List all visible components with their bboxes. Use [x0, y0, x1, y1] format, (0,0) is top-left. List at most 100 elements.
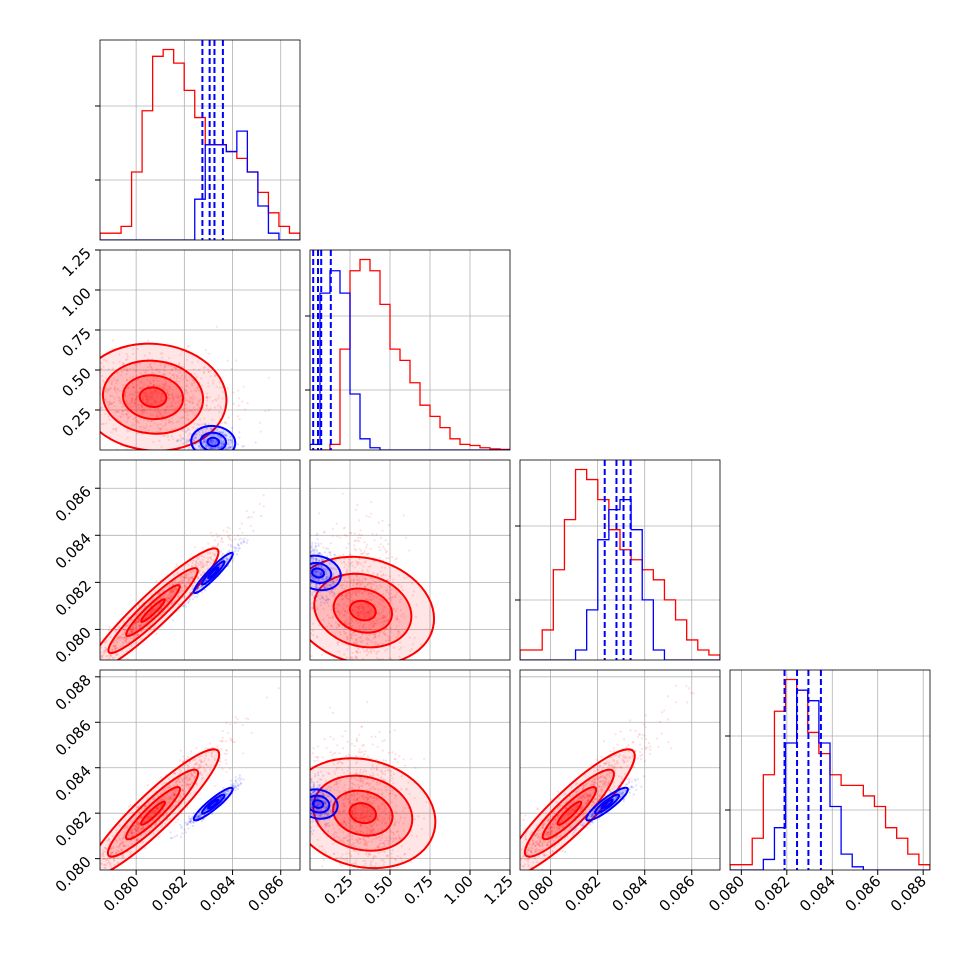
red-point [371, 625, 374, 628]
red-point [351, 561, 354, 564]
red-point [236, 415, 240, 418]
red-point [199, 771, 202, 774]
red-point [218, 386, 222, 389]
red-point [170, 602, 173, 605]
red-point [386, 542, 390, 546]
red-point [258, 502, 262, 506]
red-point [176, 375, 179, 378]
red-point [102, 652, 105, 655]
red-point [149, 392, 152, 395]
red-point [184, 398, 187, 402]
red-point [331, 616, 335, 619]
red-point [105, 847, 109, 850]
red-point [228, 534, 231, 537]
red-point [378, 580, 381, 584]
red-point [176, 380, 179, 383]
red-point [342, 527, 345, 530]
red-point [131, 629, 134, 632]
blue-point [324, 599, 328, 602]
red-point [345, 622, 349, 626]
blue-point [323, 561, 326, 564]
red-point [175, 780, 178, 783]
red-point [372, 619, 375, 623]
blue-point [311, 575, 314, 579]
red-point [211, 746, 214, 749]
red-point [366, 654, 369, 657]
blue-point [169, 831, 172, 834]
blue-point [326, 601, 329, 604]
red-point [97, 860, 99, 862]
red-point [160, 395, 163, 398]
red-point [310, 655, 313, 658]
blue-point [319, 604, 322, 607]
blue-point [184, 605, 188, 608]
red-point [163, 794, 166, 797]
red-point [332, 665, 334, 667]
red-point [160, 393, 164, 396]
red-point [129, 829, 132, 832]
red-point [359, 583, 363, 586]
red-point [197, 401, 200, 404]
red-point [191, 569, 194, 572]
red-point [130, 630, 133, 633]
red-point [125, 420, 128, 424]
red-point [207, 542, 210, 545]
red-point [367, 611, 370, 614]
red-point [158, 411, 161, 414]
red-point [378, 583, 381, 587]
red-point [199, 758, 202, 762]
red-point [215, 532, 218, 536]
red-point [140, 816, 143, 820]
red-point [356, 562, 359, 565]
red-point [337, 640, 340, 644]
red-point [162, 384, 166, 387]
red-point [209, 369, 213, 372]
red-point [205, 404, 208, 407]
red-point [370, 500, 373, 504]
blue-point [321, 559, 324, 562]
red-point [174, 427, 177, 430]
red-point [338, 610, 341, 613]
red-point [184, 773, 187, 777]
red-point [156, 409, 160, 413]
red-point [196, 562, 200, 565]
red-point [157, 799, 160, 803]
red-point [178, 581, 182, 584]
red-point [217, 394, 220, 397]
red-point [199, 766, 203, 769]
red-point [242, 385, 245, 388]
red-point [124, 640, 127, 644]
blue-point [328, 591, 331, 594]
red-point [390, 601, 393, 604]
red-point [124, 391, 127, 394]
blue-point [313, 549, 316, 552]
blue-point [201, 585, 204, 588]
red-point [132, 642, 135, 645]
red-point [116, 646, 119, 650]
red-point [130, 630, 133, 633]
red-point [374, 641, 377, 644]
red-point [369, 585, 373, 588]
blue-point [185, 438, 188, 441]
red-point [149, 419, 152, 422]
red-point [354, 605, 357, 608]
red-point [171, 595, 174, 598]
red-point [85, 880, 87, 882]
red-point [205, 396, 208, 399]
red-point [147, 816, 151, 819]
blue-point [317, 544, 320, 547]
red-point [189, 400, 192, 404]
red-point [377, 521, 380, 524]
red-point [54, 366, 56, 368]
red-point [125, 373, 128, 376]
blue-point [219, 438, 222, 441]
red-point [147, 429, 150, 432]
red-point [176, 778, 179, 782]
blue-point [319, 564, 322, 567]
blue-point [202, 438, 206, 441]
red-point [175, 407, 178, 410]
red-point [314, 586, 317, 589]
red-point [202, 366, 206, 369]
red-point [187, 582, 190, 585]
red-point [150, 393, 154, 396]
